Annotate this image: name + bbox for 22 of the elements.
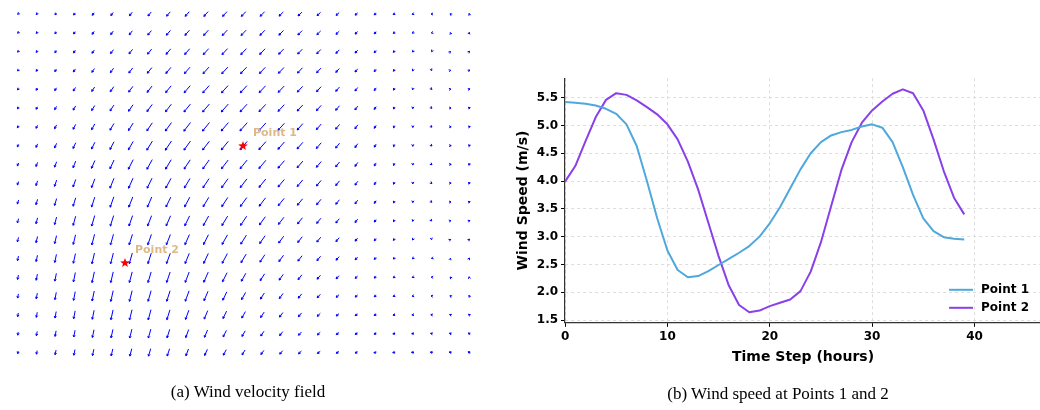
y-tick-label: 5.5 [536, 89, 559, 104]
y-axis-title: Wind Speed (m/s) [514, 130, 531, 271]
x-tick-label: 30 [863, 329, 881, 344]
y-tick-label: 3.5 [536, 200, 559, 215]
y-tick-label: 2.5 [536, 256, 559, 271]
y-tick-label: 2.0 [536, 284, 559, 299]
x-tick-label: 0 [560, 329, 570, 344]
text: (a) Wind velocity field [169, 382, 327, 402]
x-tick-label: 20 [761, 329, 779, 344]
y-tick-label: 3.0 [536, 228, 559, 243]
y-tick-label: 5.0 [536, 117, 559, 132]
y-tick-label: 4.5 [536, 145, 559, 160]
legend-label: Point 2 [981, 299, 1030, 314]
text: Point 2 [135, 243, 179, 256]
x-tick-label: 40 [966, 329, 983, 344]
legend-label: Point 1 [981, 281, 1030, 296]
y-tick-label: 4.0 [536, 173, 559, 188]
text: Point 1 [253, 126, 297, 139]
y-tick-label: 1.5 [536, 312, 559, 327]
x-tick-label: 10 [659, 329, 676, 344]
text: (b) Wind speed at Points 1 and 2 [666, 384, 890, 404]
x-axis-title: Time Step (hours) [732, 348, 875, 365]
